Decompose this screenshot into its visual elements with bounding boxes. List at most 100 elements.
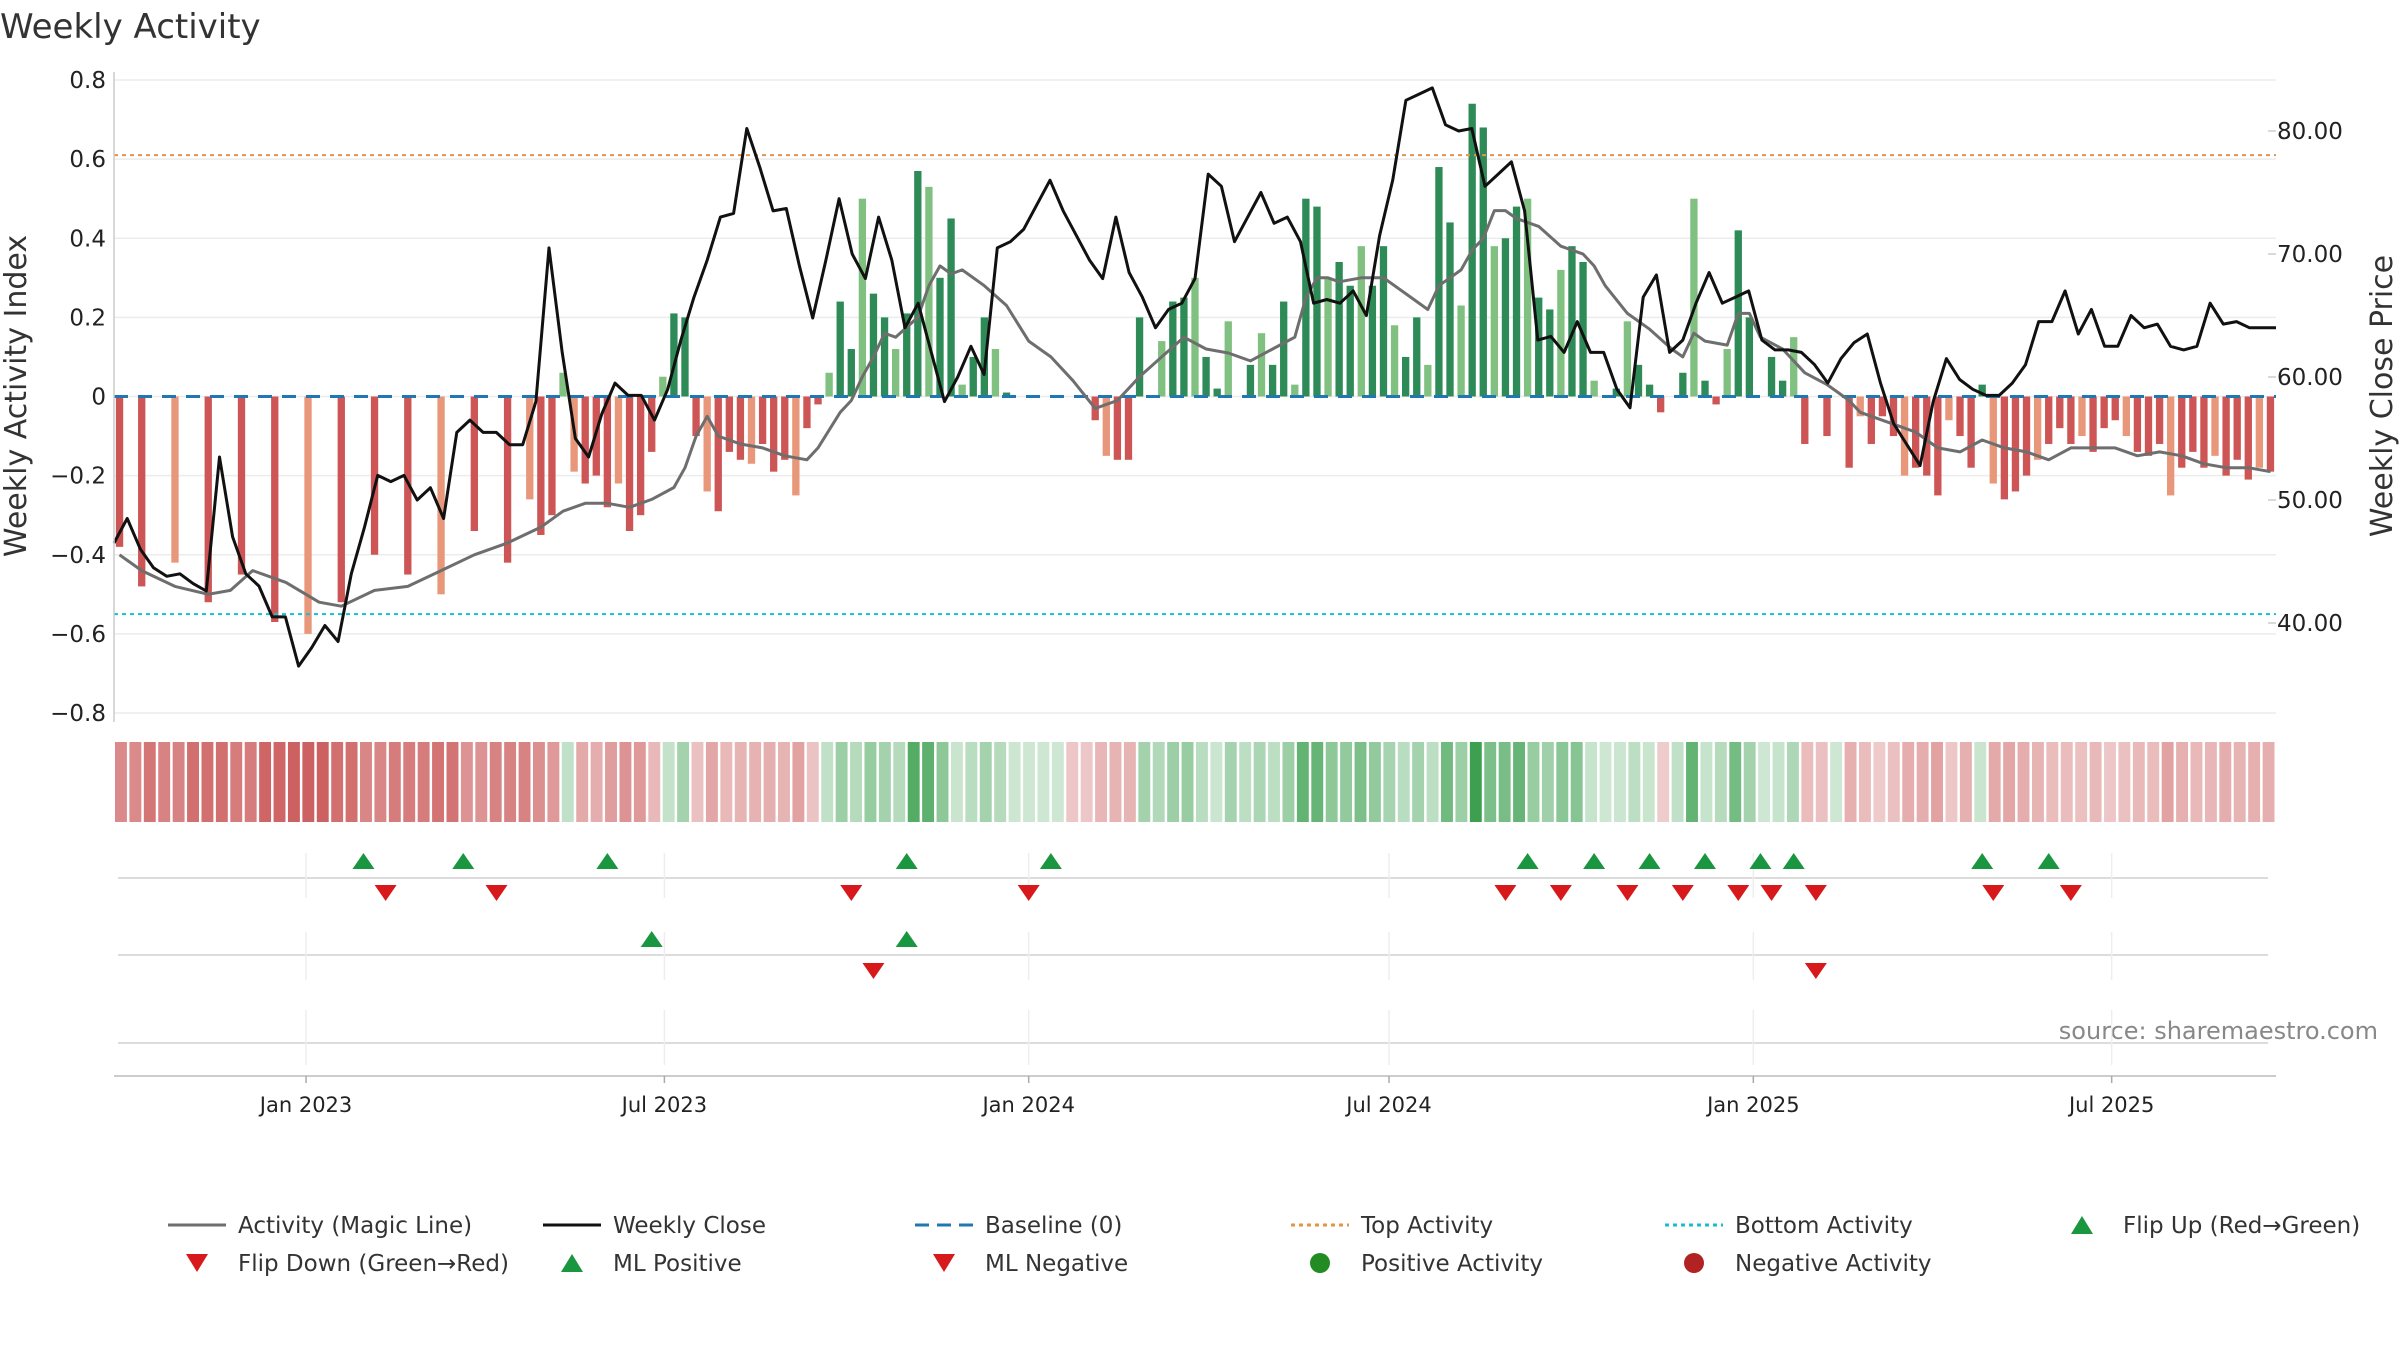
- y2-tick-label: 70.00: [2277, 242, 2343, 268]
- activity-bar: [2011, 396, 2020, 492]
- x-tick-label: Jul 2025: [2067, 1093, 2154, 1117]
- activity-bar: [1158, 341, 1166, 397]
- heat-cell: [1541, 742, 1554, 822]
- heat-cell: [1051, 742, 1064, 822]
- heat-cell: [158, 742, 171, 822]
- heat-cell: [2060, 742, 2073, 822]
- heat-cell: [1700, 742, 1713, 822]
- legend-label: ML Positive: [613, 1251, 742, 1277]
- activity-bar: [1945, 396, 1953, 421]
- heat-cell: [1311, 742, 1324, 822]
- heat-cell: [1642, 742, 1655, 822]
- activity-bar: [991, 349, 1000, 397]
- heat-cell: [705, 742, 718, 822]
- activity-bar: [980, 317, 989, 397]
- heat-cell: [950, 742, 963, 822]
- activity-bar: [537, 396, 545, 535]
- flip-up-marker: [1638, 853, 1661, 869]
- heat-cell: [1469, 742, 1482, 822]
- y2-tick-label: 50.00: [2277, 488, 2343, 514]
- flip-markers: [118, 853, 2268, 1065]
- activity-bar: [2266, 396, 2275, 472]
- y-tick-label: 0.8: [69, 68, 106, 94]
- x-tick-label: Jul 2023: [620, 1093, 707, 1117]
- heat-cell: [215, 742, 228, 822]
- activity-bar: [548, 396, 556, 516]
- activity-bar: [1801, 396, 1809, 444]
- legend-swatch: [1310, 1253, 1330, 1273]
- y2-tick-label: 80.00: [2277, 119, 2343, 145]
- activity-bar: [2111, 396, 2119, 421]
- activity-bar: [1590, 380, 1598, 397]
- activity-bar: [659, 376, 667, 397]
- heat-cell: [518, 742, 531, 822]
- activity-bar: [947, 218, 955, 397]
- heat-cell: [2161, 742, 2174, 822]
- activity-bar: [2100, 396, 2108, 429]
- heat-cell: [1325, 742, 1338, 822]
- heat-cell: [2262, 742, 2275, 822]
- activity-bar: [1535, 297, 1543, 397]
- y2-tick-label: 40.00: [2277, 611, 2343, 637]
- heat-cell: [2075, 742, 2088, 822]
- heat-cell: [115, 742, 127, 822]
- flip-down-marker: [1017, 885, 1040, 901]
- activity-bar: [736, 396, 745, 460]
- flip-down-marker: [1671, 885, 1694, 901]
- heat-cell: [1801, 742, 1814, 822]
- heat-cell: [1224, 742, 1237, 822]
- heat-cell: [1974, 742, 1987, 822]
- heat-cell: [417, 742, 430, 822]
- heat-cell: [1484, 742, 1497, 822]
- heat-cell: [1123, 742, 1136, 822]
- flip-down-marker: [1494, 885, 1517, 901]
- activity-bar: [1501, 238, 1510, 397]
- heat-cell: [1253, 742, 1266, 822]
- x-tick-label: Jan 2023: [258, 1093, 353, 1117]
- heat-cell: [821, 742, 834, 822]
- heat-cell: [446, 742, 459, 822]
- heat-cell: [778, 742, 790, 822]
- flip-down-marker: [485, 885, 508, 901]
- activity-bar: [1745, 317, 1754, 397]
- heat-cell: [2031, 742, 2044, 822]
- legend-label: ML Negative: [985, 1251, 1128, 1277]
- activity-bar: [1679, 372, 1687, 397]
- heat-cell: [835, 742, 848, 822]
- activity-bar: [1645, 384, 1654, 397]
- activity-bar: [891, 349, 900, 397]
- activity-bar: [1180, 297, 1188, 397]
- activity-bar: [1856, 396, 1864, 417]
- activity-bar: [2189, 396, 2197, 452]
- activity-heat-strip: [115, 742, 2275, 822]
- heat-cell: [806, 742, 819, 822]
- flip-up-marker: [1971, 853, 1994, 869]
- heat-cell: [143, 742, 156, 822]
- activity-bar: [2089, 396, 2097, 452]
- activity-bar: [2244, 396, 2252, 480]
- activity-bar: [936, 277, 944, 397]
- flip-down-marker: [1727, 885, 1750, 901]
- activity-bar: [1324, 277, 1332, 397]
- heat-cell: [1758, 742, 1771, 822]
- ml-positive-marker: [895, 931, 918, 947]
- heat-cell: [1902, 742, 1915, 822]
- activity-bar: [914, 170, 922, 397]
- activity-bar: [1612, 388, 1620, 397]
- heat-cell: [331, 742, 344, 822]
- activity-bar: [903, 313, 911, 397]
- heat-cell: [792, 742, 805, 822]
- activity-bar: [304, 396, 312, 634]
- heat-cell: [1527, 742, 1540, 822]
- heat-cell: [475, 742, 488, 822]
- activity-bar: [670, 313, 678, 397]
- heat-cell: [1916, 742, 1929, 822]
- activity-bar: [1767, 356, 1776, 397]
- heat-cell: [1109, 742, 1122, 822]
- activity-bar: [1889, 396, 1898, 437]
- activity-bar: [1346, 285, 1354, 397]
- flip-up-marker: [596, 853, 619, 869]
- heat-cell: [2204, 742, 2217, 822]
- activity-bar: [115, 396, 124, 547]
- heat-cell: [1613, 742, 1626, 822]
